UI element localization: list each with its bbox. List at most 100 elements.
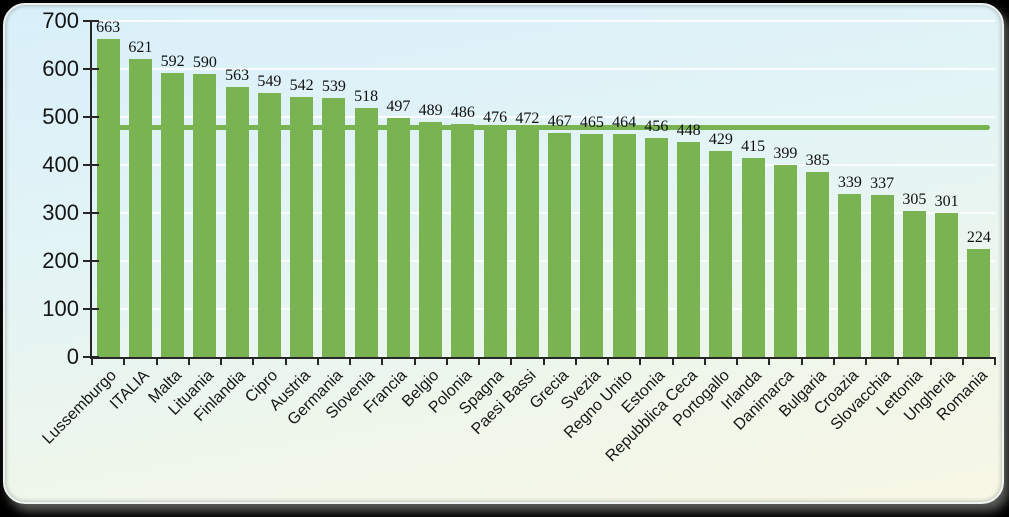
x-tick (187, 357, 190, 365)
y-tick-label: 400 (42, 152, 79, 177)
x-tick (478, 357, 480, 365)
bar (386, 118, 410, 357)
y-tick (83, 20, 99, 22)
bar (290, 96, 314, 357)
gridline (92, 260, 995, 262)
bar (451, 123, 475, 357)
bar-value-label: 415 (741, 137, 766, 155)
x-tick (349, 357, 351, 365)
bar (709, 151, 733, 357)
bar (354, 108, 378, 357)
x-tick (800, 357, 803, 365)
y-tick-label: 500 (42, 104, 79, 129)
bar (257, 93, 281, 357)
y-tick (83, 116, 99, 118)
y-tick-label: 0 (66, 344, 79, 369)
bar-value-label: 472 (515, 110, 540, 128)
bar (902, 210, 926, 357)
x-tick (897, 357, 900, 365)
bar-value-label: 476 (483, 108, 508, 126)
bar-value-label: 497 (386, 98, 411, 116)
y-tick-label: 300 (42, 200, 79, 225)
x-tick (639, 357, 642, 365)
x-tick (607, 357, 609, 365)
bar (935, 212, 959, 357)
bar-value-label: 486 (450, 103, 475, 121)
bar-value-label: 301 (934, 192, 959, 210)
bar-value-label: 467 (547, 112, 572, 130)
x-tick (574, 357, 577, 365)
bar-value-label: 592 (160, 52, 185, 70)
gridline (92, 20, 995, 22)
bar (612, 134, 636, 357)
bar (548, 132, 572, 357)
x-tick (929, 357, 932, 365)
x-axis-labels: Lussemburgo ITALIA Malta Lituania Finlandia C… (40, 367, 995, 517)
bar-value-label: 489 (418, 102, 443, 120)
gridline (92, 68, 995, 70)
x-tick (445, 357, 448, 365)
bar (677, 141, 701, 357)
bar (741, 157, 765, 357)
bar (515, 130, 539, 357)
bar (967, 249, 991, 357)
y-tick (83, 308, 99, 310)
x-tick (736, 357, 738, 365)
x-tick (961, 357, 964, 365)
bar-value-label: 224 (966, 229, 991, 247)
bar-value-label: 539 (321, 78, 346, 96)
y-tick-label: 700 (42, 8, 79, 33)
x-tick (284, 357, 287, 365)
x-tick (542, 357, 545, 365)
bar-value-label: 663 (96, 18, 121, 36)
bar-value-label: 385 (805, 152, 830, 170)
x-tick (413, 357, 416, 365)
bar (419, 122, 443, 357)
bar (193, 73, 217, 357)
y-tick (83, 356, 99, 358)
bar (225, 86, 249, 357)
bar (128, 58, 152, 357)
bar (322, 98, 346, 357)
x-tick (91, 357, 93, 365)
x-tick (768, 357, 771, 365)
gridline (92, 212, 995, 214)
x-tick (220, 357, 222, 365)
x-tick (865, 357, 867, 365)
bar (773, 165, 797, 357)
bar-value-label: 621 (128, 38, 153, 56)
plot-area: Lussemburgo ITALIA Malta Lituania Finlandia C… (40, 8, 996, 465)
bar-value-label: 429 (708, 131, 733, 149)
bar-value-label: 339 (837, 174, 862, 192)
x-tick (671, 357, 674, 365)
chart-panel: Lussemburgo ITALIA Malta Lituania Finlandia C… (3, 3, 1004, 504)
bar-value-label: 549 (257, 73, 282, 91)
x-tick (381, 357, 384, 365)
y-tick (83, 212, 99, 214)
bar (644, 138, 668, 357)
y-tick (83, 164, 99, 166)
bar-value-label: 399 (773, 145, 798, 163)
gridline (92, 164, 995, 166)
x-category-label: Lussemburgo (39, 367, 121, 448)
bar (580, 133, 604, 357)
x-tick (510, 357, 513, 365)
x-tick (994, 357, 996, 365)
bar (161, 72, 185, 357)
gridline (92, 116, 995, 118)
y-tick-label: 200 (42, 248, 79, 273)
average-line (96, 124, 991, 130)
bar-value-label: 590 (192, 53, 217, 71)
gridline (92, 308, 995, 310)
bar-value-label: 464 (612, 114, 637, 132)
bar-value-label: 305 (902, 190, 927, 208)
x-tick (252, 357, 255, 365)
bar-value-label: 563 (225, 66, 250, 84)
bar (870, 195, 894, 357)
x-tick (832, 357, 835, 365)
bar (96, 38, 120, 357)
y-tick-label: 100 (42, 296, 79, 321)
x-tick (316, 357, 319, 365)
bar (806, 172, 830, 357)
x-tick (703, 357, 706, 365)
